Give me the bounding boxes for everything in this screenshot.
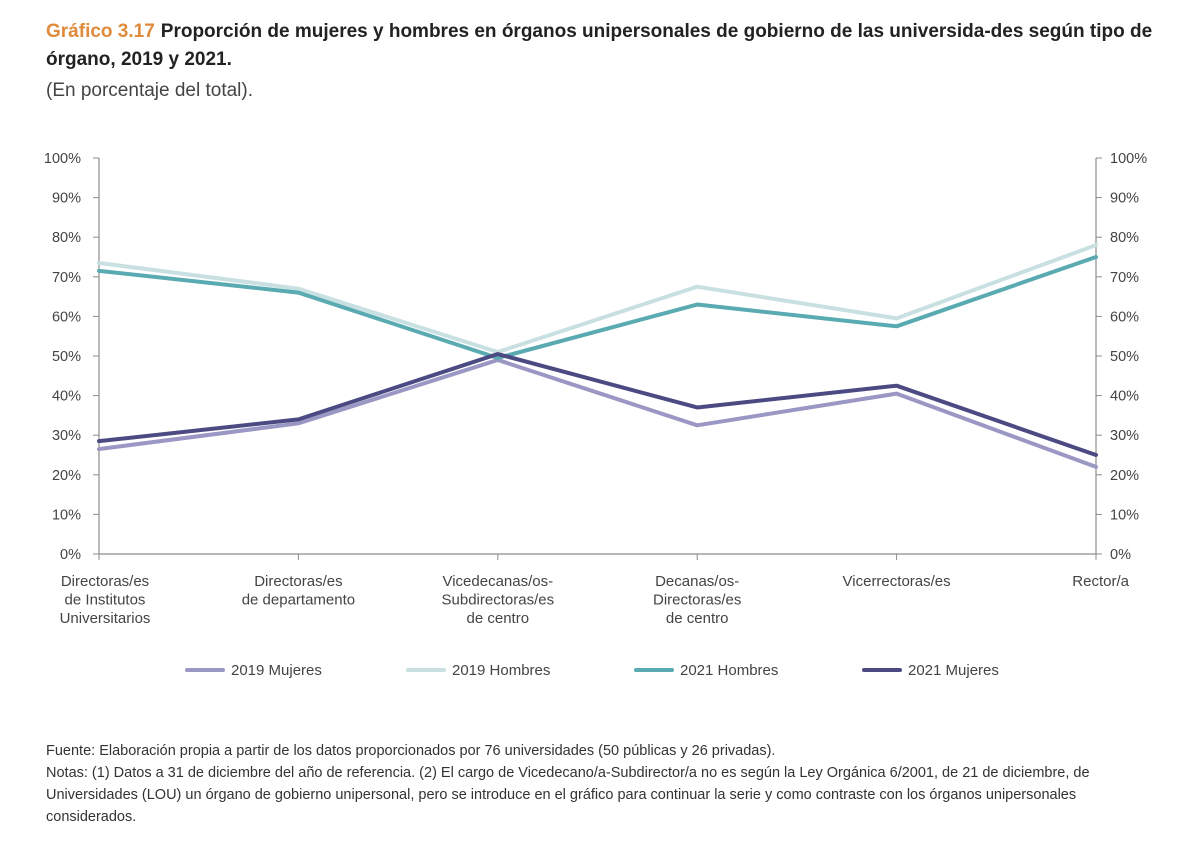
x-tick-label-line: Rector/a [1072,573,1129,590]
y-tick-label-left: 20% [52,468,81,484]
x-tick-label-line: de Institutos [65,592,146,609]
x-tick-label-line: de centro [467,610,530,627]
y-tick-label-left: 30% [52,428,81,444]
series-line-2019-mujeres [97,357,1098,469]
notes: Notas: (1) Datos a 31 de diciembre del a… [46,765,1090,825]
y-tick-label-right: 20% [1110,468,1139,484]
legend-label: 2021 Mujeres [908,662,999,679]
x-tick-label-line: Vicedecanas/os- [442,573,553,590]
y-tick-label-left: 100% [44,151,81,167]
x-tick-label-line: de centro [666,610,729,627]
x-tick-label: Directoras/es de Institutos Universitarios [60,573,151,627]
legend-label: 2019 Hombres [452,662,550,679]
series-line-2021-mujeres [97,352,1098,457]
y-tick-label-left: 0% [60,547,81,563]
x-tick-label-line: Directoras/es [61,573,149,590]
x-tick-label-line: de departamento [242,592,355,609]
y-tick-label-left: 90% [52,191,81,207]
legend-label: 2019 Mujeres [231,662,322,679]
x-tick-label-line: Directoras/es [653,592,741,609]
chart-subtitle: (En porcentaje del total). [46,80,254,101]
y-tick-label-left: 70% [52,270,81,286]
y-tick-label-left: 50% [52,349,81,365]
chart-number: Gráfico 3.17 [46,21,155,42]
x-tick-label: Rector/a [1072,573,1129,590]
x-tick-label-line: Directoras/es [254,573,342,590]
chart-title-text: Proporción de mujeres y hombres en órgan… [46,21,1153,70]
y-tick-label-right: 70% [1110,270,1139,286]
x-tick-label: Directoras/es de departamento [242,573,355,609]
y-tick-label-right: 80% [1110,230,1139,246]
x-tick-label: Vicerrectoras/es [843,573,951,590]
series-line-2021-hombres [97,255,1098,360]
y-tick-label-right: 90% [1110,191,1139,207]
x-tick-label-line: Vicerrectoras/es [843,573,951,590]
x-tick-label-line: Subdirectoras/es [442,592,555,609]
y-tick-label-right: 10% [1110,507,1139,523]
y-tick-label-left: 80% [52,230,81,246]
chart-title: Gráfico 3.17 Proporción de mujeres y homb… [46,18,1156,74]
series-line-2019-hombres [97,243,1098,355]
y-tick-label-left: 10% [52,507,81,523]
y-tick-label-left: 40% [52,389,81,405]
x-tick-label-line: Universitarios [60,610,151,627]
y-tick-label-right: 30% [1110,428,1139,444]
x-tick-label-line: Decanas/os- [655,573,739,590]
y-tick-label-right: 60% [1110,309,1139,325]
y-tick-label-right: 40% [1110,389,1139,405]
source-note: Fuente: Elaboración propia a partir de l… [46,743,776,759]
y-tick-label-right: 50% [1110,349,1139,365]
x-tick-label: Decanas/os- Directoras/es de centro [653,573,741,627]
legend-label: 2021 Hombres [680,662,778,679]
footnotes: Fuente: Elaboración propia a partir de l… [46,740,1156,828]
y-tick-label-right: 100% [1110,151,1147,167]
line-chart: 0% 0% 10% 10% 20% 20% 30% 30% 40% 40% 50% 50% 60% 60%… [44,151,1147,679]
y-tick-label-left: 60% [52,309,81,325]
y-tick-label-right: 0% [1110,547,1131,563]
x-tick-label: Vicedecanas/os- Subdirectoras/es de centro [442,573,555,627]
